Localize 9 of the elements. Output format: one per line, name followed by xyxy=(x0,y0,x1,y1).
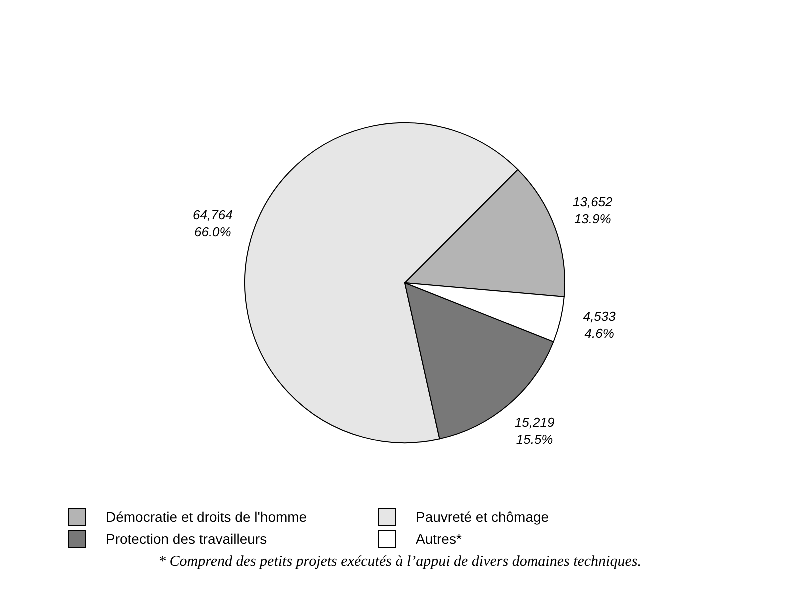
legend-label: Pauvreté et chômage xyxy=(416,509,550,525)
legend-label: Protection des travailleurs xyxy=(106,531,268,547)
legend-label: Démocratie et droits de l'homme xyxy=(106,509,308,525)
legend-label: Autres* xyxy=(416,531,462,547)
text: * Comprend des petits projets exécutés à l’appui de divers domaines techniques. xyxy=(158,554,642,571)
data-label: 64,764 66.0% xyxy=(193,207,233,240)
data-label: 13,652 13.9% xyxy=(573,194,614,226)
data-label: 4,533 4.6% xyxy=(583,309,617,342)
data-label: 15,219 15.5% xyxy=(514,415,555,448)
